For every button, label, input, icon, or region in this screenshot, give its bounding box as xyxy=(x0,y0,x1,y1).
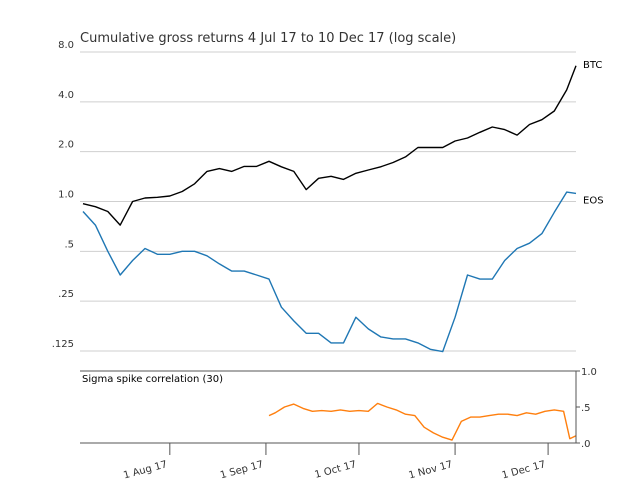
bottom-panel-title: Sigma spike correlation (30) xyxy=(82,374,223,385)
y-tick-label: .125 xyxy=(52,339,74,350)
bottom-series-lines xyxy=(268,402,577,441)
y-tick-label: 2.0 xyxy=(58,140,74,151)
y-tick-label: .5 xyxy=(64,239,74,250)
series-label-eos: EOS xyxy=(583,195,604,206)
series-line-btc xyxy=(82,65,577,226)
y-tick-label: 8.0 xyxy=(58,40,74,51)
x-tick-label: 1 Nov 17 xyxy=(408,459,454,480)
x-ticks: 1 Aug 17 1 Sep 17 1 Oct 17 1 Nov 17 1 Dec 17 xyxy=(122,443,549,480)
x-tick-label: 1 Oct 17 xyxy=(314,459,358,480)
top-series-labels: BTC EOS xyxy=(583,60,604,207)
y-tick-label: 1.0 xyxy=(58,190,74,201)
series-label-btc: BTC xyxy=(583,60,602,71)
x-tick-label: 1 Aug 17 xyxy=(122,459,168,480)
top-series-lines xyxy=(82,65,577,353)
bottom-y-tick-label: .0 xyxy=(581,439,591,450)
y-tick-label: 4.0 xyxy=(58,90,74,101)
y-tick-label: .25 xyxy=(58,289,74,300)
bottom-y-tick-label: 1.0 xyxy=(581,367,597,378)
x-tick-label: 1 Sep 17 xyxy=(219,459,265,480)
correlation-line xyxy=(268,402,577,441)
series-line-eos xyxy=(82,191,577,353)
bottom-y-tick-label: .5 xyxy=(581,403,591,414)
top-y-tick-labels: .125 .25 .5 1.0 2.0 4.0 8.0 xyxy=(52,40,74,350)
bottom-y-tick-labels: .0 .5 1.0 xyxy=(576,367,597,450)
x-tick-label: 1 Dec 17 xyxy=(501,459,547,480)
top-grid xyxy=(80,51,576,352)
chart-title: Cumulative gross returns 4 Jul 17 to 10 … xyxy=(80,31,456,46)
